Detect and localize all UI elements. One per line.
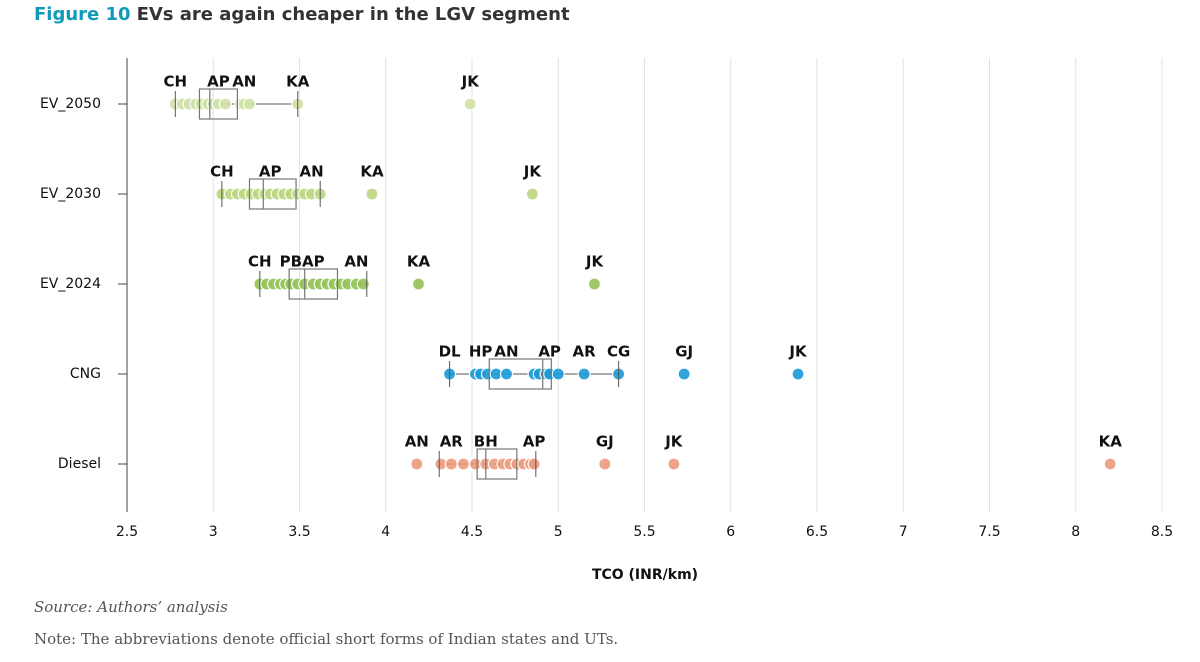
point-label: CH bbox=[210, 163, 234, 181]
note: Note: The abbreviations denote official … bbox=[34, 630, 618, 648]
data-point bbox=[463, 97, 477, 111]
point-label: AN bbox=[344, 253, 368, 271]
x-tick-label: 2.5 bbox=[116, 524, 138, 540]
x-tick-label: 5 bbox=[554, 524, 563, 540]
point-label: JK bbox=[788, 343, 808, 361]
point-label: AP bbox=[523, 433, 546, 451]
y-tick-label: Diesel bbox=[58, 456, 101, 472]
x-tick-label: 8.5 bbox=[1151, 524, 1173, 540]
point-label: AN bbox=[405, 433, 429, 451]
x-tick-label: 5.5 bbox=[633, 524, 655, 540]
figure-number: Figure 10 bbox=[34, 4, 131, 25]
point-label: AR bbox=[573, 343, 597, 361]
source: Source: Authors’ analysis bbox=[34, 598, 228, 616]
data-point bbox=[456, 457, 470, 471]
data-point bbox=[525, 187, 539, 201]
point-label: CG bbox=[607, 343, 630, 361]
data-point bbox=[1103, 457, 1117, 471]
data-point bbox=[677, 367, 691, 381]
point-label: BH bbox=[474, 433, 498, 451]
x-tick-label: 3.5 bbox=[288, 524, 310, 540]
point-label: PB bbox=[280, 253, 302, 271]
point-label: AP bbox=[259, 163, 282, 181]
point-label: AN bbox=[494, 343, 518, 361]
data-point bbox=[411, 277, 426, 291]
data-point bbox=[365, 187, 379, 201]
data-point bbox=[577, 367, 591, 381]
x-axis-label: TCO (INR/km) bbox=[592, 567, 698, 583]
point-label: AP bbox=[538, 343, 561, 361]
point-label: JK bbox=[664, 433, 684, 451]
box bbox=[248, 178, 297, 210]
y-tick-label: CNG bbox=[70, 366, 101, 382]
chart-title: Figure 10 EVs are again cheaper in the LG… bbox=[34, 4, 570, 25]
data-point bbox=[410, 457, 424, 471]
point-label: JK bbox=[585, 253, 605, 271]
point-label: KA bbox=[407, 253, 431, 271]
x-tick-label: 3 bbox=[209, 524, 218, 540]
x-tick-label: 4.5 bbox=[461, 524, 483, 540]
point-label: AP bbox=[207, 73, 230, 91]
point-label: HP bbox=[469, 343, 493, 361]
point-label: DL bbox=[439, 343, 461, 361]
point-label: AR bbox=[440, 433, 464, 451]
data-point bbox=[527, 457, 541, 471]
point-label: CH bbox=[164, 73, 188, 91]
x-tick-label: 6.5 bbox=[806, 524, 828, 540]
title-text: EVs are again cheaper in the LGV segment bbox=[137, 4, 570, 25]
data-point bbox=[218, 97, 232, 111]
x-tick-label: 7 bbox=[899, 524, 908, 540]
point-label: JK bbox=[461, 73, 481, 91]
point-label: KA bbox=[1099, 433, 1123, 451]
data-point bbox=[242, 97, 257, 111]
y-tick-label: EV_2030 bbox=[40, 186, 101, 202]
data-point bbox=[667, 457, 681, 471]
data-point bbox=[551, 367, 565, 381]
y-tick-label: EV_2050 bbox=[40, 96, 101, 112]
data-point bbox=[444, 457, 458, 471]
x-tick-label: 7.5 bbox=[978, 524, 1000, 540]
data-point bbox=[598, 457, 612, 471]
x-tick-label: 4 bbox=[381, 524, 390, 540]
point-label: AP bbox=[302, 253, 325, 271]
box bbox=[198, 88, 238, 120]
point-label: AN bbox=[299, 163, 323, 181]
point-label: JK bbox=[523, 163, 543, 181]
data-point bbox=[356, 277, 370, 291]
point-label: AN bbox=[232, 73, 256, 91]
y-tick-label: EV_2024 bbox=[40, 276, 101, 292]
box bbox=[476, 448, 518, 480]
data-point bbox=[791, 367, 805, 381]
data-point bbox=[587, 277, 602, 291]
box bbox=[288, 268, 339, 300]
point-label: KA bbox=[286, 73, 310, 91]
point-label: GJ bbox=[675, 343, 693, 361]
point-label: GJ bbox=[596, 433, 614, 451]
point-label: CH bbox=[248, 253, 272, 271]
box bbox=[488, 358, 552, 390]
x-tick-label: 8 bbox=[1071, 524, 1080, 540]
point-label: KA bbox=[360, 163, 384, 181]
x-tick-label: 6 bbox=[726, 524, 735, 540]
data-point bbox=[499, 367, 514, 381]
